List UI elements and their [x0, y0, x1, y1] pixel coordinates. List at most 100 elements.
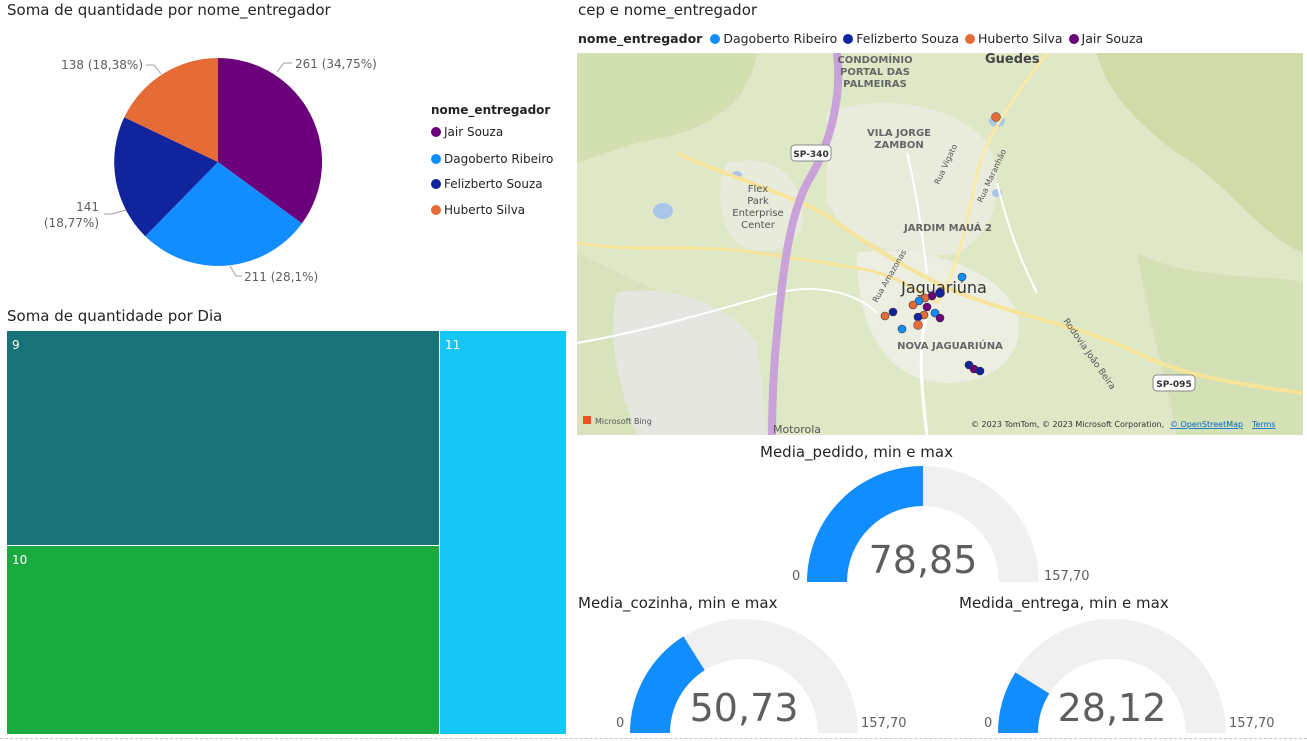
gauge-cozinha-max: 157,70: [861, 716, 907, 731]
map-copyright: © 2023 TomTom, © 2023 Microsoft Corporat…: [971, 420, 1164, 429]
map-legend-item-dagoberto-ribeiro[interactable]: Dagoberto Ribeiro: [710, 31, 837, 46]
map-legend: nome_entregador Dagoberto Ribeiro Felizb…: [578, 31, 1149, 46]
page-bottom-border: [0, 738, 1307, 739]
legend-dot-icon: [431, 154, 441, 164]
sp095-label: SP-095: [1156, 380, 1191, 390]
place-label-flex-park: Park: [747, 196, 769, 207]
pie-label-felizberto-souza: 141: [76, 200, 99, 214]
place-label-flex-park: Flex: [748, 184, 769, 195]
map-road: [996, 182, 1038, 294]
place-label-condominio: PORTAL DAS: [840, 67, 910, 78]
gauge-track: [998, 619, 1226, 733]
osm-link[interactable]: © OpenStreetMap: [1170, 420, 1243, 429]
legend-dot-icon: [843, 33, 854, 44]
map-point[interactable]: [935, 288, 945, 298]
map-legend-item-jair-souza[interactable]: Jair Souza: [1068, 31, 1144, 46]
pie-chart-title: Soma de quantidade por nome_entregador: [7, 1, 331, 19]
pie-slice-dagoberto-ribeiro[interactable]: [145, 162, 302, 266]
treemap-cell-11[interactable]: 11: [439, 330, 567, 735]
map-urban-area: [720, 160, 803, 252]
legend-dot-icon: [1068, 33, 1079, 44]
map-legend-item-felizberto-souza[interactable]: Felizberto Souza: [843, 31, 959, 46]
gauge-pedido-max: 157,70: [1044, 569, 1090, 584]
map-highway: [768, 53, 843, 435]
gauge-pedido-value: 78,85: [868, 538, 978, 582]
map-point[interactable]: [888, 307, 898, 317]
map-point[interactable]: [922, 302, 932, 312]
legend-dot-icon: [431, 205, 441, 215]
sp340-shield: SP-340: [790, 144, 832, 162]
pie-legend-title: nome_entregador: [431, 103, 551, 117]
pie-label-huberto-silva: 138 (18,38%): [61, 58, 143, 72]
treemap-title: Soma de quantidade por Dia: [7, 307, 223, 325]
gauge-entrega-min: 0: [984, 716, 993, 731]
pie-label-jair-souza: 261 (34,75%): [295, 57, 377, 71]
map-canvas[interactable]: SP-340 SP-095 Guedes CONDOMÍNIO PORTAL D…: [577, 53, 1303, 435]
gauge-cozinha-title: Media_cozinha, min e max: [578, 594, 778, 612]
pie-leader-line: [146, 64, 162, 75]
map-point[interactable]: [913, 320, 923, 330]
legend-label: Huberto Silva: [977, 31, 1063, 46]
legend-label: Dagoberto Ribeiro: [444, 152, 554, 166]
legend-label: Dagoberto Ribeiro: [723, 31, 838, 46]
map-road: [919, 312, 929, 435]
map-water: [653, 203, 673, 219]
bing-attribution: Microsoft Bing: [595, 417, 652, 426]
sp095-shield: SP-095: [1152, 374, 1196, 392]
gauge-fill: [807, 466, 923, 582]
map-point[interactable]: [913, 312, 923, 322]
gauge-cozinha-value: 50,73: [689, 686, 799, 730]
map-road: [906, 152, 928, 274]
gauge-entrega[interactable]: [992, 611, 1232, 736]
pie-legend-item-felizberto-souza[interactable]: Felizberto Souza: [431, 177, 543, 191]
gauge-fill: [998, 672, 1050, 733]
gauge-cozinha[interactable]: [624, 611, 864, 736]
sp340-label: SP-340: [793, 150, 828, 160]
legend-dot-icon: [431, 127, 441, 137]
map-point[interactable]: [897, 324, 907, 334]
gauge-fill: [630, 636, 705, 733]
pie-legend-item-huberto-silva[interactable]: Huberto Silva: [431, 203, 525, 217]
place-label-motorola: Motorola: [773, 423, 821, 435]
map-point[interactable]: [957, 272, 967, 282]
pie-chart: 261 (34,75%) 211 (28,1%) 141 (18,77%) 13…: [44, 57, 377, 284]
place-label-vila-jorge: ZAMBON: [874, 140, 923, 151]
treemap-cell-label: 11: [445, 338, 461, 352]
treemap-cell-9[interactable]: 9: [6, 330, 440, 546]
map-point[interactable]: [935, 313, 945, 323]
pie-leader-line: [229, 265, 242, 277]
bing-logo-icon: [583, 416, 591, 424]
map-point[interactable]: [908, 300, 918, 310]
gauge-entrega-title: Medida_entrega, min e max: [959, 594, 1169, 612]
map-point[interactable]: [991, 112, 1001, 122]
legend-label: Felizberto Souza: [444, 177, 543, 191]
place-label-condominio: PALMEIRAS: [843, 79, 907, 90]
pie-leader-line: [276, 62, 292, 73]
map-point[interactable]: [975, 366, 985, 376]
pie-slice-jair-souza[interactable]: [218, 57, 323, 224]
place-label-guedes: Guedes: [985, 53, 1040, 67]
gauge-pedido-title: Media_pedido, min e max: [760, 443, 953, 461]
pie-leader-line: [104, 209, 127, 215]
map-terrain: [1097, 53, 1303, 253]
pie-slice-huberto-silva[interactable]: [124, 58, 218, 162]
treemap-cell-10[interactable]: 10: [6, 545, 440, 735]
map-legend-item-huberto-silva[interactable]: Huberto Silva: [964, 31, 1063, 46]
gauge-pedido[interactable]: [798, 460, 1048, 585]
place-label-jardim-maua: JARDIM MAUÁ 2: [903, 221, 992, 234]
pie-slice-felizberto-souza[interactable]: [114, 117, 218, 237]
legend-label: Felizberto Souza: [856, 31, 959, 46]
place-label-flex-park: Enterprise: [732, 208, 783, 219]
pie-legend-item-jair-souza[interactable]: Jair Souza: [431, 125, 503, 139]
map-road: [577, 288, 878, 344]
map-terrain: [577, 53, 757, 163]
map-points[interactable]: [880, 112, 1001, 376]
map-point[interactable]: [880, 311, 890, 321]
legend-label: Jair Souza: [444, 125, 504, 139]
terms-link[interactable]: Terms: [1251, 420, 1276, 429]
legend-label: Jair Souza: [1081, 31, 1144, 46]
pie-legend-item-dagoberto-ribeiro[interactable]: Dagoberto Ribeiro: [431, 152, 553, 166]
place-label-nova-jaguariuna: NOVA JAGUARIÚNA: [897, 339, 1003, 352]
map-road: [577, 241, 938, 305]
map-point[interactable]: [914, 296, 924, 306]
